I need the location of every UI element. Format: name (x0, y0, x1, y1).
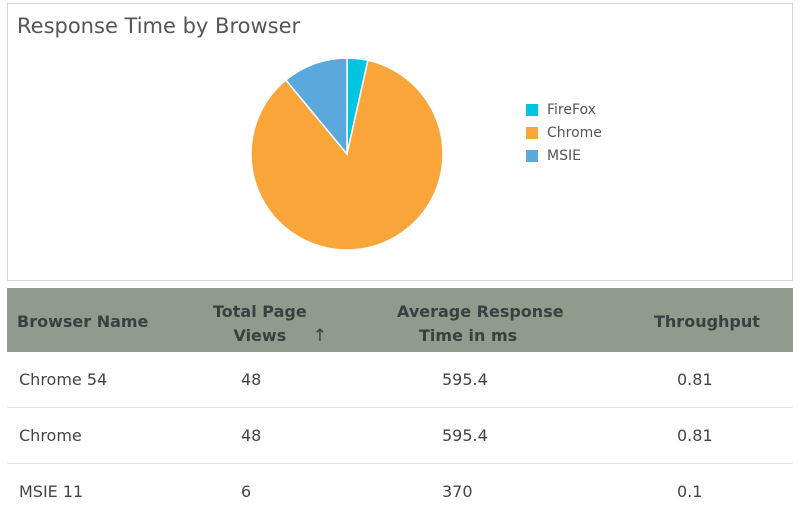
legend-swatch (526, 149, 538, 162)
header-average-response-time[interactable]: Average Response Time in ms (397, 300, 564, 348)
table-row[interactable]: Chrome 48 595.4 0.81 (7, 408, 793, 464)
header-response-line1: Average Response (397, 302, 564, 321)
cell-throughput: 0.81 (677, 370, 713, 389)
cell-views: 48 (241, 426, 262, 445)
legend-label: Chrome (547, 124, 602, 141)
table-header: Browser Name Total Page Views ↑ Average … (7, 288, 793, 352)
cell-response: 595.4 (442, 370, 488, 389)
chart-title: Response Time by Browser (17, 14, 301, 38)
legend-swatch (526, 126, 538, 139)
table-row[interactable]: MSIE 11 6 370 0.1 (7, 464, 793, 519)
header-views-line2: Views (233, 326, 287, 345)
chart-panel: Response Time by Browser FireFox Chrome … (7, 3, 793, 281)
cell-throughput: 0.1 (677, 482, 703, 501)
chart-legend: FireFox Chrome MSIE (526, 98, 602, 167)
legend-item-firefox[interactable]: FireFox (526, 98, 602, 121)
pie-slice-msie[interactable] (284, 57, 348, 157)
cell-throughput: 0.81 (677, 426, 713, 445)
legend-item-msie[interactable]: MSIE (526, 144, 602, 167)
cell-response: 595.4 (442, 426, 488, 445)
legend-label: MSIE (547, 147, 581, 164)
pie-chart (250, 57, 444, 251)
header-views-line1: Total Page (213, 302, 307, 321)
sort-ascending-icon: ↑ (312, 326, 327, 346)
legend-swatch (526, 103, 538, 116)
legend-label: FireFox (547, 101, 596, 118)
cell-browser: Chrome 54 (19, 370, 108, 389)
header-browser-name[interactable]: Browser Name (17, 312, 149, 331)
browser-table: Browser Name Total Page Views ↑ Average … (7, 288, 793, 519)
cell-browser: MSIE 11 (19, 482, 84, 501)
cell-views: 6 (241, 482, 252, 501)
legend-item-chrome[interactable]: Chrome (526, 121, 602, 144)
header-response-line2: Time in ms (419, 326, 518, 345)
header-throughput[interactable]: Throughput (654, 312, 760, 331)
cell-views: 48 (241, 370, 262, 389)
cell-response: 370 (442, 482, 473, 501)
cell-browser: Chrome (19, 426, 82, 445)
table-row[interactable]: Chrome 54 48 595.4 0.81 (7, 352, 793, 408)
header-total-page-views[interactable]: Total Page Views ↑ (213, 300, 327, 348)
